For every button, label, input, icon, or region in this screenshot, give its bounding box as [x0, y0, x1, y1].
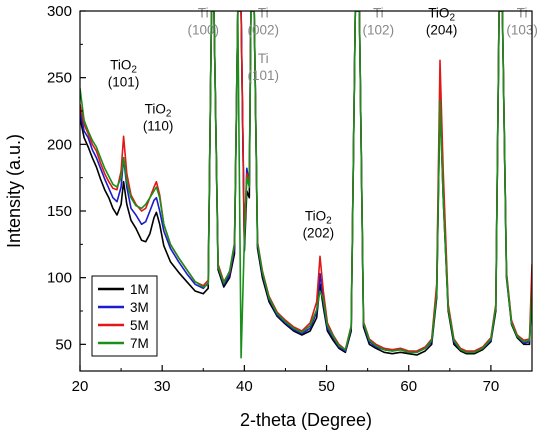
- peak-label-phase: TiO2: [145, 102, 172, 120]
- legend-label-5m: 5M: [130, 318, 149, 333]
- plot-frame: [79, 10, 533, 372]
- axes: 20 30 40 50 60 70 50 100 150 200 250 300: [47, 3, 499, 395]
- peak-label-hkl: (110): [143, 119, 174, 134]
- y-tick-label: 250: [47, 70, 72, 87]
- legend-label-3m: 3M: [130, 300, 149, 315]
- legend: 1M 3M 5M 7M: [91, 275, 158, 357]
- y-axis-title: Intensity (a.u.): [4, 134, 24, 248]
- peak-label-hkl: (101): [108, 75, 140, 90]
- peak-annotations: TiO2(101)TiO2(110)Ti(100)Ti(002)Ti(101)T…: [108, 6, 538, 241]
- x-tick-label: 20: [72, 378, 89, 395]
- peak-label-hkl: (102): [363, 23, 395, 38]
- peak-label-phase: TiO2: [305, 208, 332, 226]
- series-layer: [80, 11, 532, 359]
- peak-label-phase: Ti: [373, 6, 384, 21]
- peak-label-hkl: (002): [248, 23, 280, 38]
- peak-label-hkl: (101): [248, 68, 280, 83]
- x-tick-label: 70: [483, 378, 500, 395]
- x-tick-label: 40: [236, 378, 253, 395]
- x-axis-title: 2-theta (Degree): [240, 410, 372, 430]
- peak-label-phase: TiO2: [428, 6, 455, 24]
- peak-label-hkl: (100): [188, 23, 220, 38]
- legend-label-7m: 7M: [130, 336, 149, 351]
- peak-label-phase: Ti: [258, 6, 269, 21]
- peak-label-hkl: (204): [426, 23, 458, 38]
- series-line-7m: [80, 11, 532, 359]
- x-tick-label: 30: [154, 378, 171, 395]
- y-tick-label: 300: [47, 3, 72, 20]
- y-tick-label: 150: [47, 203, 72, 220]
- peak-label-phase: Ti: [198, 6, 209, 21]
- y-tick-label: 100: [47, 270, 72, 287]
- legend-label-1m: 1M: [130, 282, 149, 297]
- peak-label-hkl: (103): [506, 23, 538, 38]
- peak-label-phase: TiO2: [110, 58, 137, 76]
- y-tick-label: 200: [47, 136, 72, 153]
- x-tick-label: 50: [318, 378, 335, 395]
- peak-label-phase: Ti: [517, 6, 528, 21]
- peak-label-phase: Ti: [258, 51, 269, 66]
- y-tick-label: 50: [55, 336, 72, 353]
- x-tick-label: 60: [400, 378, 417, 395]
- peak-label-hkl: (202): [303, 225, 335, 240]
